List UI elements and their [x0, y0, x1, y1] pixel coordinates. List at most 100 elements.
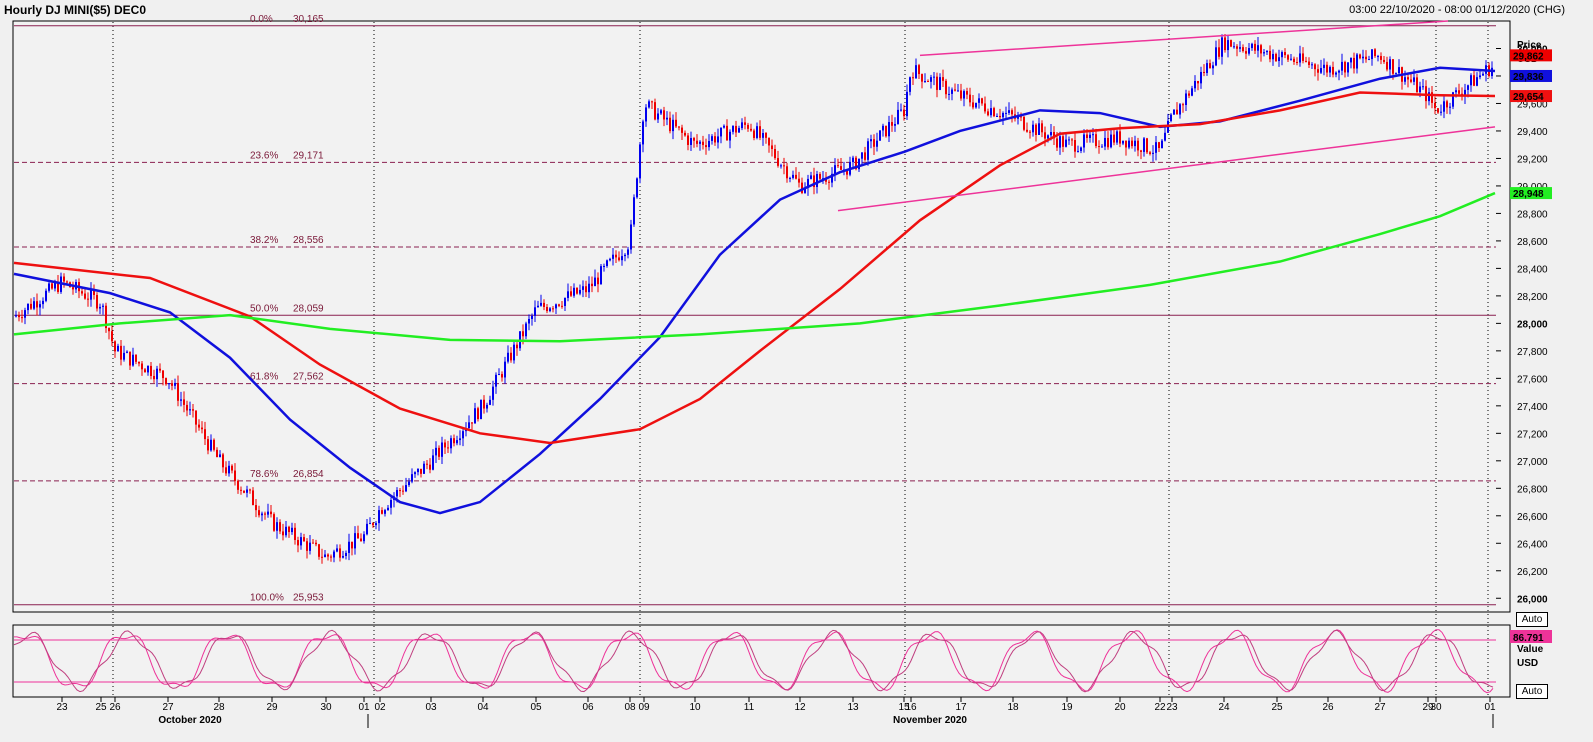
candle-body: [789, 177, 791, 179]
candle-body: [1110, 134, 1112, 148]
candle-body: [231, 465, 233, 471]
candle-body: [1101, 146, 1103, 148]
candle-body: [1227, 40, 1229, 51]
candle-body: [888, 122, 890, 137]
candle-body: [1380, 56, 1382, 60]
candle-body: [1002, 113, 1004, 118]
candle-body: [330, 556, 332, 558]
candle-body: [435, 447, 437, 456]
price-tick-label: 26,600: [1517, 512, 1548, 523]
day-label: 20: [1114, 702, 1126, 713]
candle-body: [732, 125, 734, 132]
candle-body: [294, 527, 296, 541]
candle-body: [1350, 57, 1352, 63]
candle-body: [795, 174, 797, 179]
candle-body: [912, 77, 914, 79]
candle-body: [1254, 43, 1256, 51]
candle-body: [999, 115, 1001, 118]
candle-body: [1308, 61, 1310, 65]
candle-body: [1320, 68, 1322, 73]
candle-body: [504, 361, 506, 378]
channel-lower-line: [837, 126, 1496, 212]
candle-body: [780, 165, 782, 167]
candle-body: [879, 130, 881, 141]
candle-body: [138, 361, 140, 364]
candle-body: [462, 431, 464, 439]
candle-body: [243, 490, 245, 493]
candle-body: [1140, 150, 1142, 152]
candle-body: [1404, 77, 1406, 82]
candle-body: [1215, 47, 1217, 66]
candle-body: [804, 187, 806, 193]
candle-body: [126, 351, 128, 353]
candle-body: [1233, 46, 1235, 48]
day-label: 03: [425, 702, 437, 713]
day-label: 01: [1484, 702, 1496, 713]
candle-body: [1482, 73, 1484, 76]
oscillator-plot-area[interactable]: [12, 624, 1511, 698]
candle-body: [357, 533, 359, 539]
candle-body: [24, 310, 26, 318]
candle-body: [1008, 110, 1010, 113]
candle-body: [906, 91, 908, 117]
candle-body: [414, 472, 416, 475]
candle-body: [168, 383, 170, 385]
day-label: 29: [1422, 702, 1434, 713]
candle-body: [1131, 140, 1133, 147]
price-auto-button[interactable]: Auto: [1516, 612, 1548, 627]
candle-body: [747, 124, 749, 129]
red-ma-badge-text: 29,654: [1513, 92, 1544, 103]
candle-body: [1248, 48, 1250, 54]
candle-body: [1206, 63, 1208, 74]
candle-body: [1128, 140, 1130, 148]
candle-body: [39, 304, 41, 308]
candle-body: [954, 89, 956, 91]
candle-body: [348, 541, 350, 553]
candle-body: [972, 102, 974, 108]
candle-body: [213, 439, 215, 450]
fib-value-label: 28,556: [293, 235, 324, 246]
day-label: 25: [1271, 702, 1283, 713]
candle-body: [327, 554, 329, 557]
candle-body: [390, 499, 392, 508]
candle-body: [531, 315, 533, 319]
candle-body: [399, 490, 401, 492]
candle-body: [1275, 53, 1277, 62]
candle-body: [750, 128, 752, 131]
fib-pct-label: 78.6%: [250, 469, 278, 480]
candle-body: [543, 302, 545, 307]
candle-body: [630, 224, 632, 250]
fib-pct-label: 23.6%: [250, 150, 278, 161]
candle-body: [1419, 86, 1421, 93]
day-label: 11: [744, 702, 755, 713]
candle-body: [1278, 57, 1280, 62]
candle-body: [612, 254, 614, 259]
blue-ma-badge: [1510, 69, 1552, 82]
candle-body: [363, 534, 365, 542]
candle-body: [1428, 92, 1430, 102]
day-label: 30: [1430, 702, 1442, 713]
candle-body: [1353, 57, 1355, 69]
candle-body: [1239, 47, 1241, 49]
candle-body: [1107, 137, 1109, 148]
candle-body: [51, 283, 53, 289]
candle-body: [942, 77, 944, 81]
candle-body: [1218, 47, 1220, 57]
candle-body: [597, 277, 599, 285]
green-ma-badge: [1510, 187, 1552, 200]
fib-pct-label: 61.8%: [250, 372, 278, 383]
osc-auto-button[interactable]: Auto: [1516, 684, 1548, 699]
day-label: 15: [898, 702, 910, 713]
day-label: 02: [374, 702, 386, 713]
candle-body: [1047, 135, 1049, 139]
candle-body: [1407, 77, 1409, 80]
candle-body: [111, 331, 113, 342]
candle-body: [948, 93, 950, 95]
candle-body: [228, 465, 230, 474]
candle-body: [654, 102, 656, 120]
candle-body: [675, 119, 677, 127]
candle-body: [1200, 71, 1202, 84]
price-tick-label: 27,200: [1517, 429, 1548, 440]
candle-body: [609, 258, 611, 261]
